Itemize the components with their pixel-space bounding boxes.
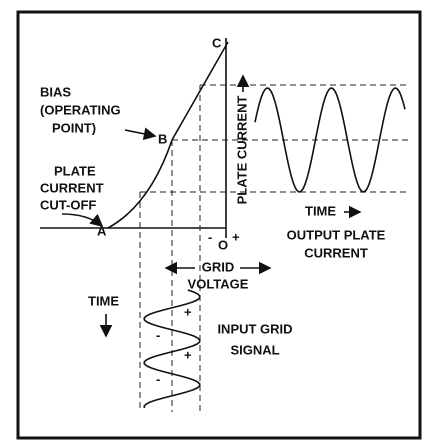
bias-label: (OPERATING <box>40 102 121 117</box>
label-c: C <box>212 35 222 50</box>
signal-sign: - <box>156 371 160 386</box>
origin-plus: + <box>232 229 240 244</box>
label-b: B <box>158 131 167 146</box>
bias-label: POINT) <box>52 120 96 135</box>
characteristic-curve <box>107 41 229 229</box>
grid-voltage-label: VOLTAGE <box>188 276 249 291</box>
label-a: A <box>97 223 107 238</box>
cutoff-label: PLATE <box>54 163 96 178</box>
output-label: OUTPUT PLATE <box>287 227 386 242</box>
input-label: SIGNAL <box>230 342 279 357</box>
input-label: INPUT GRID <box>217 321 292 336</box>
signal-sign: - <box>156 327 160 342</box>
frame <box>16 10 422 440</box>
output-waveform <box>254 87 406 193</box>
output-time-label: TIME <box>305 203 336 218</box>
cutoff-label: CURRENT <box>40 180 104 195</box>
signal-sign: + <box>184 304 192 319</box>
bias-label: BIAS <box>40 84 71 99</box>
signal-sign: + <box>184 347 192 362</box>
input-waveform <box>143 289 201 409</box>
cutoff-label: CUT-OFF <box>40 197 96 212</box>
input-time-label: TIME <box>88 293 119 308</box>
cutoff-arrow <box>61 213 104 228</box>
grid-voltage-label: GRID <box>202 259 235 274</box>
bias-arrow <box>124 127 157 141</box>
origin-label: O <box>218 237 228 252</box>
origin-minus: - <box>208 229 212 244</box>
output-label: CURRENT <box>304 245 368 260</box>
plate-current-label: PLATE CURRENT <box>234 96 249 205</box>
